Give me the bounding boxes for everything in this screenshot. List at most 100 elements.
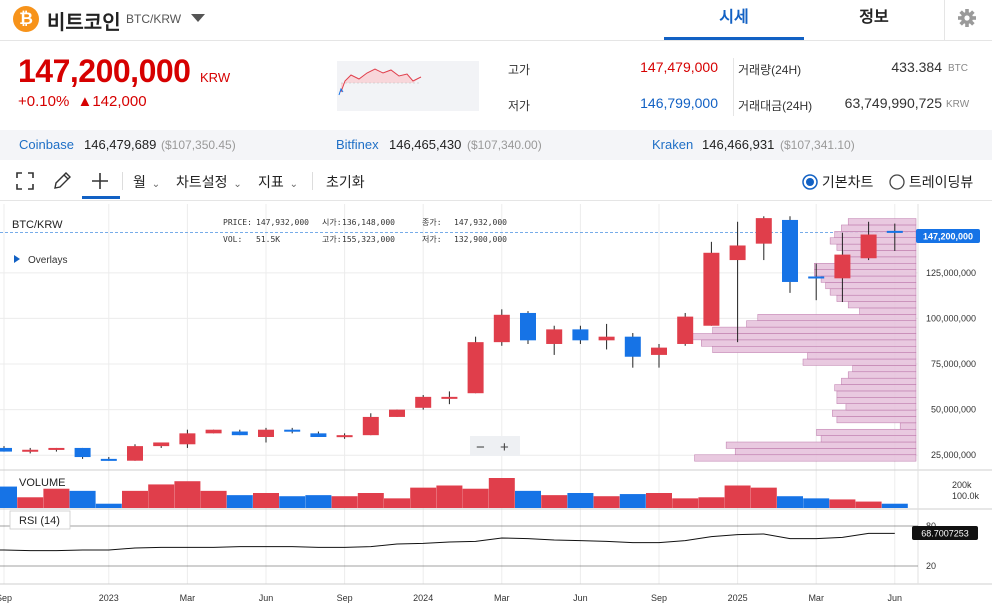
volume-bar [95,503,122,508]
candle-body [74,447,91,458]
volume-bar [567,493,594,508]
volume-label: 거래량(24H) [738,63,802,77]
info-open: 136,148,000 [342,218,395,227]
volume-bar [69,490,96,508]
zoom-in-button[interactable]: + [500,439,509,456]
volume-bar [698,497,725,508]
volume-profile-bar [836,390,917,398]
volume-bar [17,497,44,508]
info-low-label: 저가: [422,235,442,244]
volume-profile-bar [847,218,917,226]
crosshair-icon[interactable] [90,171,110,191]
x-axis-label: Mar [808,593,824,603]
volume-profile-bar [829,288,917,296]
chart-settings-dropdown[interactable]: 차트설정 ⌄ [176,172,242,192]
view-tradingview-radio[interactable]: 트레이딩뷰 [889,172,973,192]
x-axis-label: 2025 [728,593,748,603]
volume-bar [515,490,541,508]
view-basic-radio[interactable]: 기본차트 [802,172,873,192]
zoom-controls [470,436,520,456]
volume-profile-bar [820,435,917,443]
volume-profile-bar [734,448,917,456]
chevron-down-icon: ⌄ [289,179,299,190]
exchange-name-coinbase[interactable]: Coinbase [19,137,74,152]
candle-body [22,449,39,452]
exchange-name-bitfinex[interactable]: Bitfinex [336,137,379,152]
indicators-dropdown[interactable]: 지표 ⌄ [258,172,298,192]
period-dropdown[interactable]: 월 ⌄ [133,172,160,192]
volume-bar [672,498,699,508]
info-close: 147,932,000 [454,218,507,227]
candle-body [389,409,405,417]
volume-profile-bar [847,301,917,309]
volume-profile-bar [841,224,917,232]
radio-unchecked-icon [889,174,905,190]
volume-bar [410,487,437,508]
x-axis-label: Jun [888,593,903,603]
tab-info[interactable]: 정보 [859,9,889,26]
candle-body [467,342,484,394]
x-axis-label: Jun [259,593,274,603]
candle-body [493,314,510,343]
info-high: 155,323,000 [342,235,395,244]
price-unit: KRW [200,70,231,85]
settings-button[interactable] [944,0,992,40]
coin-select-caret-icon[interactable] [191,14,205,22]
overlays-caret-icon[interactable] [14,255,20,263]
chevron-down-icon: ⌄ [233,179,242,190]
volume-bars [0,478,908,508]
zoom-out-button[interactable]: − [476,439,485,456]
price-chart[interactable]: 25,000,000 50,000,000 75,000,000 100,000,00… [0,204,992,611]
volume-bar [593,496,620,508]
period-label: 월 [133,174,146,190]
view-tradingview-label: 트레이딩뷰 [908,174,974,190]
y-axis-label: 125,000,000 [926,268,976,278]
reset-button[interactable]: 초기화 [326,174,365,190]
volume-bar [226,495,253,508]
header: ₿ 비트코인 BTC/KRW 시세 정보 [0,0,992,41]
volume-bar [122,490,148,508]
candle-body [886,230,903,233]
info-vol: 51.5K [256,235,280,244]
overlays-toggle[interactable]: Overlays [28,255,67,266]
volume-profile-bar [814,269,917,277]
pencil-icon[interactable] [52,171,72,191]
toolbar-divider [312,172,313,190]
y-axis-label: 75,000,000 [931,359,976,369]
volume-profile-bar [757,314,917,321]
info-open-label: 시가: [322,218,342,227]
volume-unit: BTC [948,63,968,74]
candle-body [362,416,379,436]
fullscreen-icon[interactable] [16,172,34,190]
gear-icon [958,9,976,27]
candle-body [808,276,825,279]
volume-profile [689,218,917,462]
view-basic-label: 기본차트 [821,174,874,190]
chart-toolbar: 월 ⌄ 차트설정 ⌄ 지표 ⌄ 초기화 기본차트 트레이딩뷰 [0,162,992,201]
chevron-down-icon: ⌄ [151,179,161,190]
volume-bar [357,493,384,508]
candle-body [782,219,798,282]
candle-body [153,442,170,447]
candlesticks [0,216,903,461]
rsi-axis-label: 20 [926,561,936,571]
info-price-label: PRICE: [223,218,252,227]
volume-bar [777,496,803,508]
mini-sparkline [337,61,479,111]
candle-body [834,254,851,279]
rsi-pane-label: RSI (14) [19,515,60,527]
toolbar-divider [122,172,123,190]
change-amount: ▲142,000 [77,93,147,110]
volume-bar [724,485,751,508]
candle-body [441,396,458,399]
candle-body [572,329,589,341]
candle-body [100,458,117,461]
coin-name: 비트코인 [47,12,121,34]
tab-price[interactable]: 시세 [664,0,804,40]
exchange-krw-kraken: 146,466,931 [702,137,775,152]
candle-body [860,234,877,259]
price-change: +0.10% ▲142,000 [18,93,147,110]
rsi-label-box [9,510,71,530]
exchange-name-kraken[interactable]: Kraken [652,137,694,152]
volume-profile-bar [814,263,917,270]
